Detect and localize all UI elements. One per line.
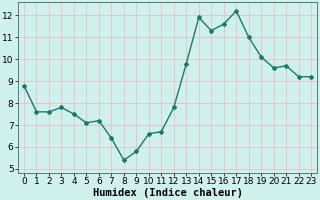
X-axis label: Humidex (Indice chaleur): Humidex (Indice chaleur) [92, 188, 243, 198]
